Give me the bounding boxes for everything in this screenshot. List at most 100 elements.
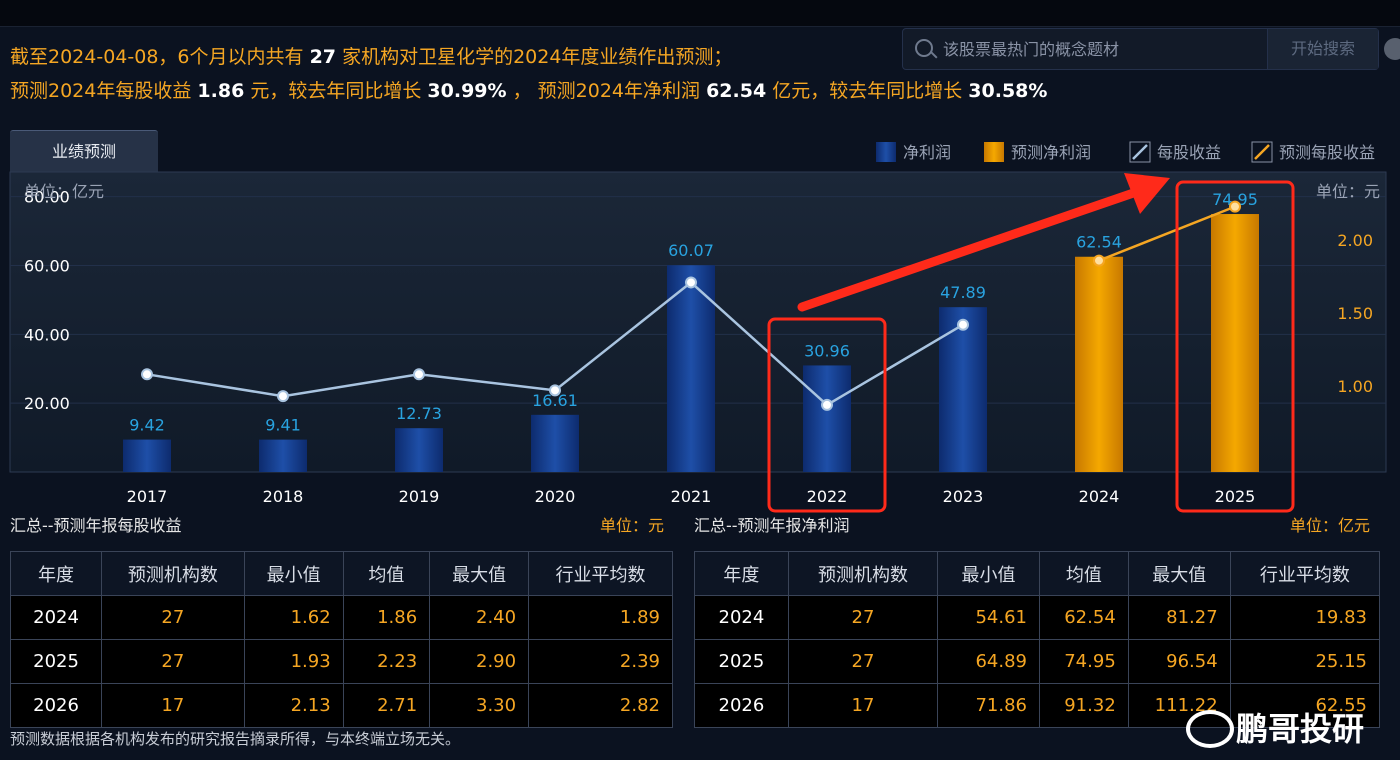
- net-profit-bar: [803, 365, 851, 472]
- year-cell: 2024: [694, 595, 789, 640]
- forecast-eps-line: [1098, 205, 1236, 262]
- summary-text: 截至2024-04-08，6个月以内共有: [10, 46, 304, 68]
- bar-value-label: 16.61: [532, 391, 578, 410]
- net-profit-bar: [667, 265, 715, 472]
- table-header-cell: 年度: [9, 551, 103, 596]
- summary-text: 家机构对卫星化学的2024年度业绩作出预测；: [342, 46, 733, 68]
- table-header-cell: 最大值: [1127, 551, 1231, 596]
- table-header-cell: 年度: [694, 551, 789, 596]
- net-profit-forecast-value: 62.54: [706, 80, 767, 102]
- table-header-cell: 预测机构数: [787, 551, 939, 596]
- summary-text: ，: [512, 80, 532, 102]
- legend-swatch: [1251, 141, 1273, 163]
- year-cell: 2026: [9, 683, 103, 728]
- watermark-text: 鹏哥投研: [1236, 710, 1365, 748]
- value-cell: 62.54: [1039, 595, 1129, 640]
- year-cell: 2026: [694, 683, 789, 728]
- y2-axis-tick-label: 1.50: [1337, 304, 1373, 323]
- value-cell: 2.90: [429, 639, 530, 684]
- net-profit-bar: [395, 428, 443, 472]
- bar-value-label: 74.95: [1212, 190, 1258, 209]
- value-cell: 2.13: [243, 683, 344, 728]
- performance-forecast-chart: 20.00 40.00 60.00 80.00 1.00 1.50 2.00 单位：亿元 单位：…: [9, 132, 1387, 513]
- forecast-net-profit-bar: [1211, 214, 1259, 472]
- net-profit-bar: [259, 439, 307, 472]
- highlight-box: [1175, 180, 1295, 513]
- top-bar: [0, 0, 1400, 27]
- legend-label: 净利润: [903, 143, 951, 162]
- year-cell: 2025: [694, 639, 789, 684]
- bar-value-label: 47.89: [940, 283, 986, 302]
- x-axis-tick-label: 2023: [943, 487, 984, 506]
- tab-performance-forecast[interactable]: 业绩预测: [10, 130, 158, 173]
- year-cell: 2024: [9, 595, 103, 640]
- summary-text: 亿元，较去年同比增长: [772, 80, 963, 102]
- search-input[interactable]: [941, 35, 1265, 63]
- value-cell: 17: [101, 683, 245, 728]
- forecast-summary-line-2: 预测2024年每股收益 1.86 元，较去年同比增长 30.99% ， 预测20…: [10, 76, 1047, 103]
- y-axis-tick-label: 80.00: [24, 188, 70, 207]
- institution-count: 27: [309, 46, 337, 68]
- net-profit-bar: [531, 414, 579, 472]
- table-row: 2024 27 1.62 1.86 2.40 1.89: [9, 595, 673, 640]
- value-cell: 2.40: [429, 595, 530, 640]
- forecast-summary-line-1: 截至2024-04-08，6个月以内共有 27 家机构对卫星化学的2024年度业…: [10, 42, 732, 69]
- value-cell: 27: [787, 639, 939, 684]
- bar-value-label: 62.54: [1076, 233, 1122, 252]
- eps-growth-value: 30.99%: [427, 80, 507, 102]
- eps-forecast-table: 年度 预测机构数 最小值 均值 最大值 行业平均数 2024 27 1.62 1.86 2.40 1.…: [9, 551, 673, 728]
- value-cell: 74.95: [1039, 639, 1129, 684]
- eps-point: [141, 368, 153, 381]
- weibo-logo-icon: [1186, 710, 1234, 748]
- value-cell: 25.15: [1229, 639, 1381, 684]
- profit-forecast-table: 年度 预测机构数 最小值 均值 最大值 行业平均数 2024 27 54.61 62.54 81.2…: [694, 551, 1381, 728]
- legend-label: 每股收益: [1157, 143, 1221, 162]
- net-profit-bar: [123, 439, 171, 472]
- table-header-row: 年度 预测机构数 最小值 均值 最大值 行业平均数: [9, 551, 673, 596]
- legend-swatch-line: [1132, 144, 1148, 160]
- profit-table-title: 汇总--预测年报净利润: [694, 516, 850, 535]
- table-header-cell: 均值: [1039, 551, 1129, 596]
- eps-table-unit: 单位：元: [600, 516, 665, 535]
- forecast-eps-point: [1093, 254, 1105, 267]
- x-axis-tick-label: 2025: [1215, 487, 1256, 506]
- start-search-button[interactable]: 开始搜索: [1267, 29, 1378, 69]
- year-cell: 2025: [9, 639, 103, 684]
- value-cell: 96.54: [1127, 639, 1231, 684]
- table-header-cell: 均值: [342, 551, 431, 596]
- table-header-cell: 最小值: [243, 551, 344, 596]
- bar-value-label: 9.42: [129, 416, 165, 435]
- value-cell: 19.83: [1229, 595, 1381, 640]
- highlight-box: [767, 317, 887, 513]
- eps-forecast-value: 1.86: [197, 80, 245, 102]
- value-cell: 62.55: [1229, 683, 1381, 728]
- value-cell: 71.86: [937, 683, 1040, 728]
- x-axis-tick-label: 2020: [535, 487, 576, 506]
- summary-text: 元，较去年同比增长: [250, 80, 422, 102]
- x-axis-tick-label: 2019: [399, 487, 440, 506]
- x-axis-tick-label: 2022: [807, 487, 848, 506]
- clear-icon[interactable]: [1384, 38, 1400, 60]
- table-header-cell: 预测机构数: [101, 551, 245, 596]
- legend-swatch: [1129, 141, 1151, 163]
- legend-swatch: [984, 142, 1004, 162]
- chart-svg: 20.00 40.00 60.00 80.00 1.00 1.50 2.00 单位：亿元 单位：…: [9, 141, 1387, 513]
- value-cell: 3.30: [429, 683, 530, 728]
- value-cell: 17: [787, 683, 939, 728]
- y-axis-tick-label: 60.00: [24, 256, 70, 275]
- table-header-cell: 行业平均数: [1229, 551, 1381, 596]
- value-cell: 2.39: [528, 639, 673, 684]
- table-header-cell: 最大值: [429, 551, 530, 596]
- y2-axis-tick-label: 1.00: [1337, 377, 1373, 396]
- legend-swatch: [876, 142, 896, 162]
- eps-table-title: 汇总--预测年报每股收益: [10, 516, 182, 535]
- value-cell: 64.89: [937, 639, 1040, 684]
- x-axis-tick-label: 2021: [671, 487, 712, 506]
- search-icon: [915, 39, 933, 57]
- value-cell: 2.71: [342, 683, 431, 728]
- bar-value-label: 60.07: [668, 241, 714, 260]
- x-axis-tick-label: 2024: [1079, 487, 1120, 506]
- net-profit-bar: [939, 307, 987, 472]
- annotation-arrow-shaft: [797, 184, 1150, 312]
- eps-point: [549, 384, 561, 397]
